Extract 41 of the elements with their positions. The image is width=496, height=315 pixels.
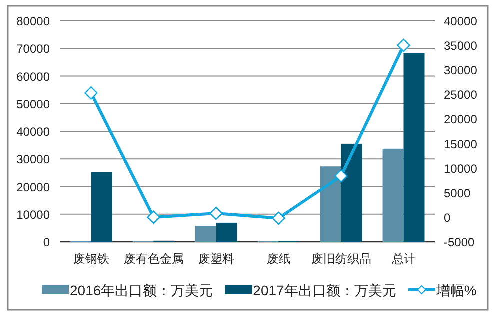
point: [147, 210, 160, 224]
y2-tick-label: 35000: [444, 39, 478, 54]
x-tick-label: 废纸: [266, 252, 291, 266]
y2-tick-label: 25000: [444, 88, 478, 102]
bar: [382, 148, 404, 242]
y2-tick-label: 30000: [444, 64, 478, 78]
point: [84, 86, 98, 100]
legend-label: 2017年出口额：万美元: [253, 282, 396, 298]
y-tick-label: 50000: [16, 97, 50, 112]
y2-tick-label: 40000: [444, 14, 478, 28]
y2-tick-label: 5000: [444, 186, 472, 200]
bar: [216, 222, 238, 242]
bar: [404, 53, 425, 242]
y-tick-label: 10000: [16, 208, 50, 222]
y2-tick-label: 15000: [444, 137, 478, 152]
point: [272, 212, 286, 226]
y2-tick-label: -5000: [444, 236, 476, 250]
bar: [195, 226, 216, 242]
y-tick-label: 30000: [16, 152, 50, 167]
x-tick-label: 废旧纺织品: [311, 252, 372, 266]
y2-tick-label: 20000: [444, 112, 478, 127]
bar: [341, 144, 362, 242]
y-tick-label: 70000: [16, 42, 50, 56]
x-tick-label: 总计: [390, 252, 416, 266]
y2-tick-label: 0: [444, 210, 451, 225]
y-tick-label: 40000: [16, 125, 50, 139]
point: [334, 170, 348, 183]
legend-label: 2016年出口额：万美元: [70, 282, 214, 298]
point: [397, 38, 410, 52]
y-tick-label: 0: [43, 236, 50, 250]
y2-tick-label: 10000: [444, 162, 478, 176]
y-tick-label: 60000: [16, 70, 50, 84]
x-tick-label: 废有色金属: [124, 252, 184, 266]
x-tick-label: 废钢铁: [73, 252, 110, 266]
legend-label: 增幅%: [435, 282, 477, 298]
bar: [320, 166, 342, 242]
y-tick-label: 20000: [16, 180, 50, 194]
y-tick-label: 80000: [16, 14, 50, 28]
bar: [91, 172, 112, 242]
x-tick-label: 废塑料: [198, 252, 234, 266]
point: [210, 206, 223, 220]
